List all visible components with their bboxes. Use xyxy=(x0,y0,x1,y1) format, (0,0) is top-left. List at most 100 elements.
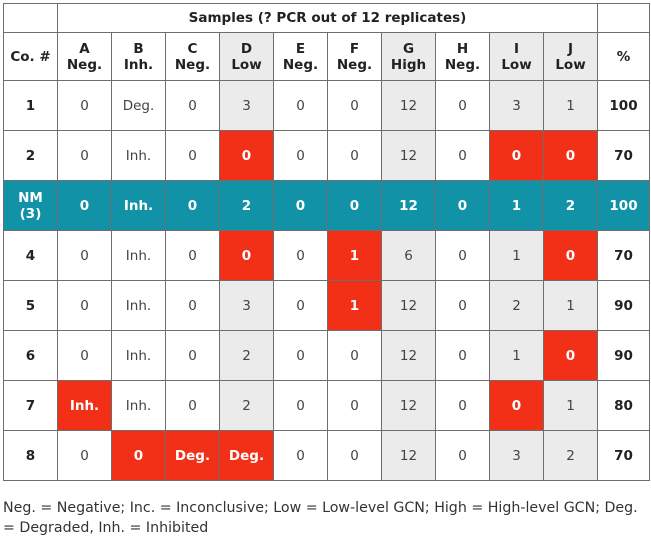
table-row: 4 0 Inh. 0 0 0 1 6 0 1 0 70 xyxy=(3,230,650,281)
results-table-wrapper: Samples (? PCR out of 12 replicates) Co.… xyxy=(3,3,650,481)
column-header-c: C Neg. xyxy=(165,32,220,81)
column-letter: G xyxy=(402,40,415,57)
company-number: 7 xyxy=(3,380,58,431)
company-number: 5 xyxy=(3,280,58,331)
result-cell: 0 xyxy=(435,430,490,481)
result-cell: 2 xyxy=(489,280,544,331)
table-row: NM (3) 0 Inh. 0 2 0 0 12 0 1 2 100 xyxy=(3,180,650,231)
result-cell: 0 xyxy=(327,380,382,431)
result-cell: 0 xyxy=(273,330,328,381)
result-cell: 0 xyxy=(435,130,490,181)
result-cell: 12 xyxy=(381,280,436,331)
table-row: 2 0 Inh. 0 0 0 0 12 0 0 0 70 xyxy=(3,130,650,181)
result-cell: Deg. xyxy=(111,80,166,131)
column-letter: H xyxy=(456,40,469,57)
result-cell: 0 xyxy=(165,380,220,431)
result-cell: 0 xyxy=(273,230,328,281)
column-category: Neg. xyxy=(174,56,211,73)
column-header-g: G High xyxy=(381,32,436,81)
column-category: Neg. xyxy=(282,56,319,73)
percent-cell: 100 xyxy=(597,180,650,231)
result-cell: 3 xyxy=(219,280,274,331)
column-header-row: Co. # A Neg. B Inh. C Neg. D Low E Neg. F Neg. G High… xyxy=(3,32,650,81)
result-cell: Inh. xyxy=(57,380,112,431)
result-cell: 0 xyxy=(57,430,112,481)
column-header-i: I Low xyxy=(489,32,544,81)
result-cell: 0 xyxy=(57,80,112,131)
column-header-a: A Neg. xyxy=(57,32,112,81)
result-cell: 0 xyxy=(543,230,598,281)
column-header-j: J Low xyxy=(543,32,598,81)
result-cell: Inh. xyxy=(111,180,166,231)
result-cell: 0 xyxy=(165,130,220,181)
result-cell: 1 xyxy=(543,80,598,131)
result-cell: 2 xyxy=(219,330,274,381)
result-cell: 0 xyxy=(273,130,328,181)
results-table: Samples (? PCR out of 12 replicates) Co.… xyxy=(3,3,650,481)
column-category: Inh. xyxy=(123,56,154,73)
percent-cell: 90 xyxy=(597,330,650,381)
percent-header: % xyxy=(597,32,650,81)
result-cell: 0 xyxy=(57,330,112,381)
result-cell: 0 xyxy=(165,280,220,331)
result-cell: 0 xyxy=(57,180,112,231)
result-cell: 0 xyxy=(489,130,544,181)
result-cell: 0 xyxy=(435,230,490,281)
column-category: Low xyxy=(231,56,262,73)
result-cell: 0 xyxy=(327,330,382,381)
result-cell: 0 xyxy=(327,180,382,231)
result-cell: 1 xyxy=(327,230,382,281)
result-cell: 1 xyxy=(543,280,598,331)
result-cell: 0 xyxy=(327,130,382,181)
result-cell: 0 xyxy=(57,230,112,281)
result-cell: 0 xyxy=(165,180,220,231)
result-cell: 0 xyxy=(489,380,544,431)
result-cell: 2 xyxy=(543,180,598,231)
column-category: High xyxy=(390,56,427,73)
column-header-f: F Neg. xyxy=(327,32,382,81)
result-cell: 12 xyxy=(381,180,436,231)
column-letter: B xyxy=(133,40,144,57)
result-cell: 0 xyxy=(435,280,490,331)
co-header: Co. # xyxy=(3,32,58,81)
result-cell: 0 xyxy=(273,380,328,431)
result-cell: 1 xyxy=(327,280,382,331)
result-cell: 1 xyxy=(543,380,598,431)
company-number: 2 xyxy=(3,130,58,181)
title-row: Samples (? PCR out of 12 replicates) xyxy=(3,3,650,33)
result-cell: 1 xyxy=(489,330,544,381)
column-letter: F xyxy=(349,40,360,57)
result-cell: Deg. xyxy=(165,430,220,481)
table-footnote: Neg. = Negative; Inc. = Inconclusive; Lo… xyxy=(3,500,638,536)
result-cell: 3 xyxy=(489,80,544,131)
column-letter: E xyxy=(295,40,306,57)
percent-cell: 70 xyxy=(597,430,650,481)
result-cell: Inh. xyxy=(111,280,166,331)
column-header-d: D Low xyxy=(219,32,274,81)
result-cell: 0 xyxy=(273,80,328,131)
table-title: Samples (? PCR out of 12 replicates) xyxy=(57,3,598,33)
result-cell: Inh. xyxy=(111,330,166,381)
result-cell: Inh. xyxy=(111,230,166,281)
result-cell: 0 xyxy=(543,330,598,381)
percent-cell: 70 xyxy=(597,130,650,181)
result-cell: 0 xyxy=(543,130,598,181)
result-cell: 12 xyxy=(381,80,436,131)
result-cell: 12 xyxy=(381,430,436,481)
result-cell: 0 xyxy=(273,180,328,231)
column-letter: I xyxy=(513,40,520,57)
result-cell: 0 xyxy=(219,130,274,181)
result-cell: 0 xyxy=(435,180,490,231)
table-row: 7 Inh. Inh. 0 2 0 0 12 0 0 1 80 xyxy=(3,380,650,431)
result-cell: 0 xyxy=(57,130,112,181)
result-cell: Deg. xyxy=(219,430,274,481)
column-category: Neg. xyxy=(336,56,373,73)
result-cell: 2 xyxy=(219,380,274,431)
result-cell: 0 xyxy=(57,280,112,331)
table-row: 5 0 Inh. 0 3 0 1 12 0 2 1 90 xyxy=(3,280,650,331)
result-cell: 0 xyxy=(273,430,328,481)
percent-cell: 80 xyxy=(597,380,650,431)
result-cell: 0 xyxy=(327,430,382,481)
result-cell: 3 xyxy=(219,80,274,131)
column-letter: A xyxy=(79,40,90,57)
